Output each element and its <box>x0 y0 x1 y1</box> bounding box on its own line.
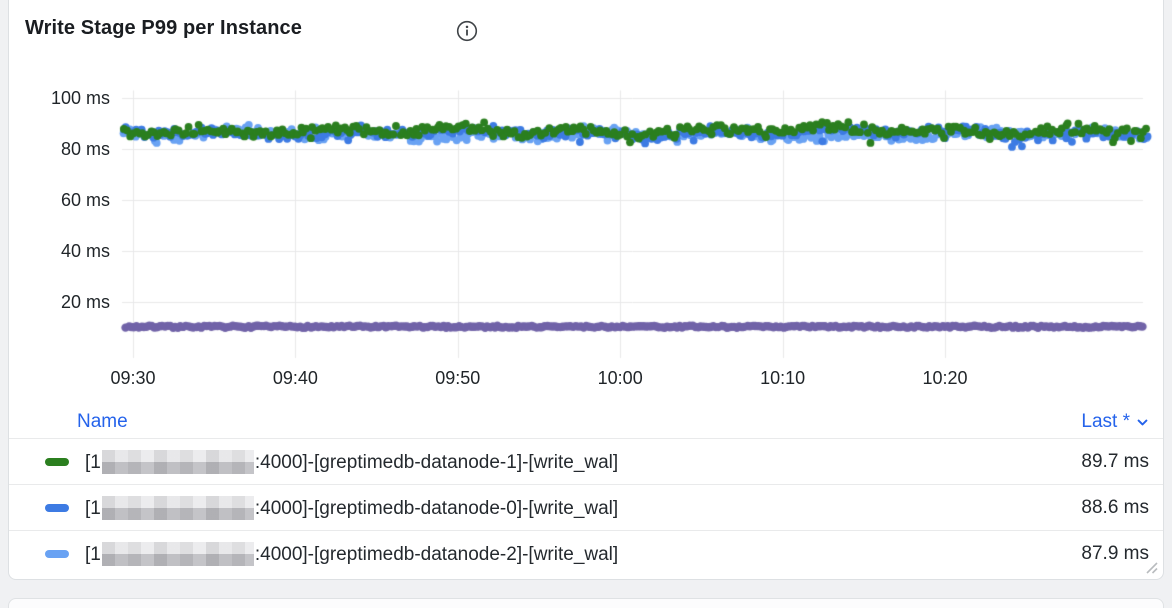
legend-row[interactable]: [1 :4000]-[greptimedb-datanode-0]-[write_… <box>9 485 1163 531</box>
redacted-host-ip <box>101 449 254 474</box>
series-name: [1 :4000]-[greptimedb-datanode-0]-[write_… <box>85 495 619 520</box>
series-last-value: 89.7 ms <box>1081 450 1149 472</box>
series-name: [1 :4000]-[greptimedb-datanode-1]-[write_… <box>85 449 619 474</box>
series-color-swatch[interactable] <box>45 549 69 558</box>
series-name-suffix: :4000]-[greptimedb-datanode-2]-[write_wa… <box>254 543 619 565</box>
legend-last-label: Last * <box>1081 411 1130 432</box>
series-name-suffix: :4000]-[greptimedb-datanode-1]-[write_wa… <box>254 451 619 473</box>
redacted-host-ip <box>101 541 254 566</box>
next-panel-top-edge <box>8 598 1164 608</box>
legend-name-header[interactable]: Name <box>77 411 128 432</box>
series-name-suffix: :4000]-[greptimedb-datanode-0]-[write_wa… <box>254 497 619 519</box>
series-color-swatch[interactable] <box>45 457 69 466</box>
series-name-prefix: [1 <box>85 543 101 565</box>
series-color-swatch[interactable] <box>45 503 69 512</box>
series-name-prefix: [1 <box>85 497 101 519</box>
legend-row[interactable]: [1 :4000]-[greptimedb-datanode-2]-[write_… <box>9 531 1163 576</box>
scatter-plot-canvas[interactable] <box>0 0 1172 400</box>
series-last-value: 87.9 ms <box>1081 542 1149 564</box>
legend-table: Name Last * [1 :4000]-[greptimedb-datanod… <box>9 406 1163 579</box>
chevron-down-icon <box>1137 419 1148 425</box>
legend-rows: [1 :4000]-[greptimedb-datanode-1]-[write_… <box>9 439 1163 576</box>
series-name: [1 :4000]-[greptimedb-datanode-2]-[write_… <box>85 541 619 566</box>
series-last-value: 88.6 ms <box>1081 496 1149 518</box>
series-name-prefix: [1 <box>85 451 101 473</box>
redacted-host-ip <box>101 495 254 520</box>
legend-header: Name Last * <box>9 406 1163 439</box>
legend-row[interactable]: [1 :4000]-[greptimedb-datanode-1]-[write_… <box>9 439 1163 485</box>
panel-resize-handle[interactable] <box>1142 558 1158 574</box>
legend-last-header[interactable]: Last * <box>1081 411 1149 433</box>
